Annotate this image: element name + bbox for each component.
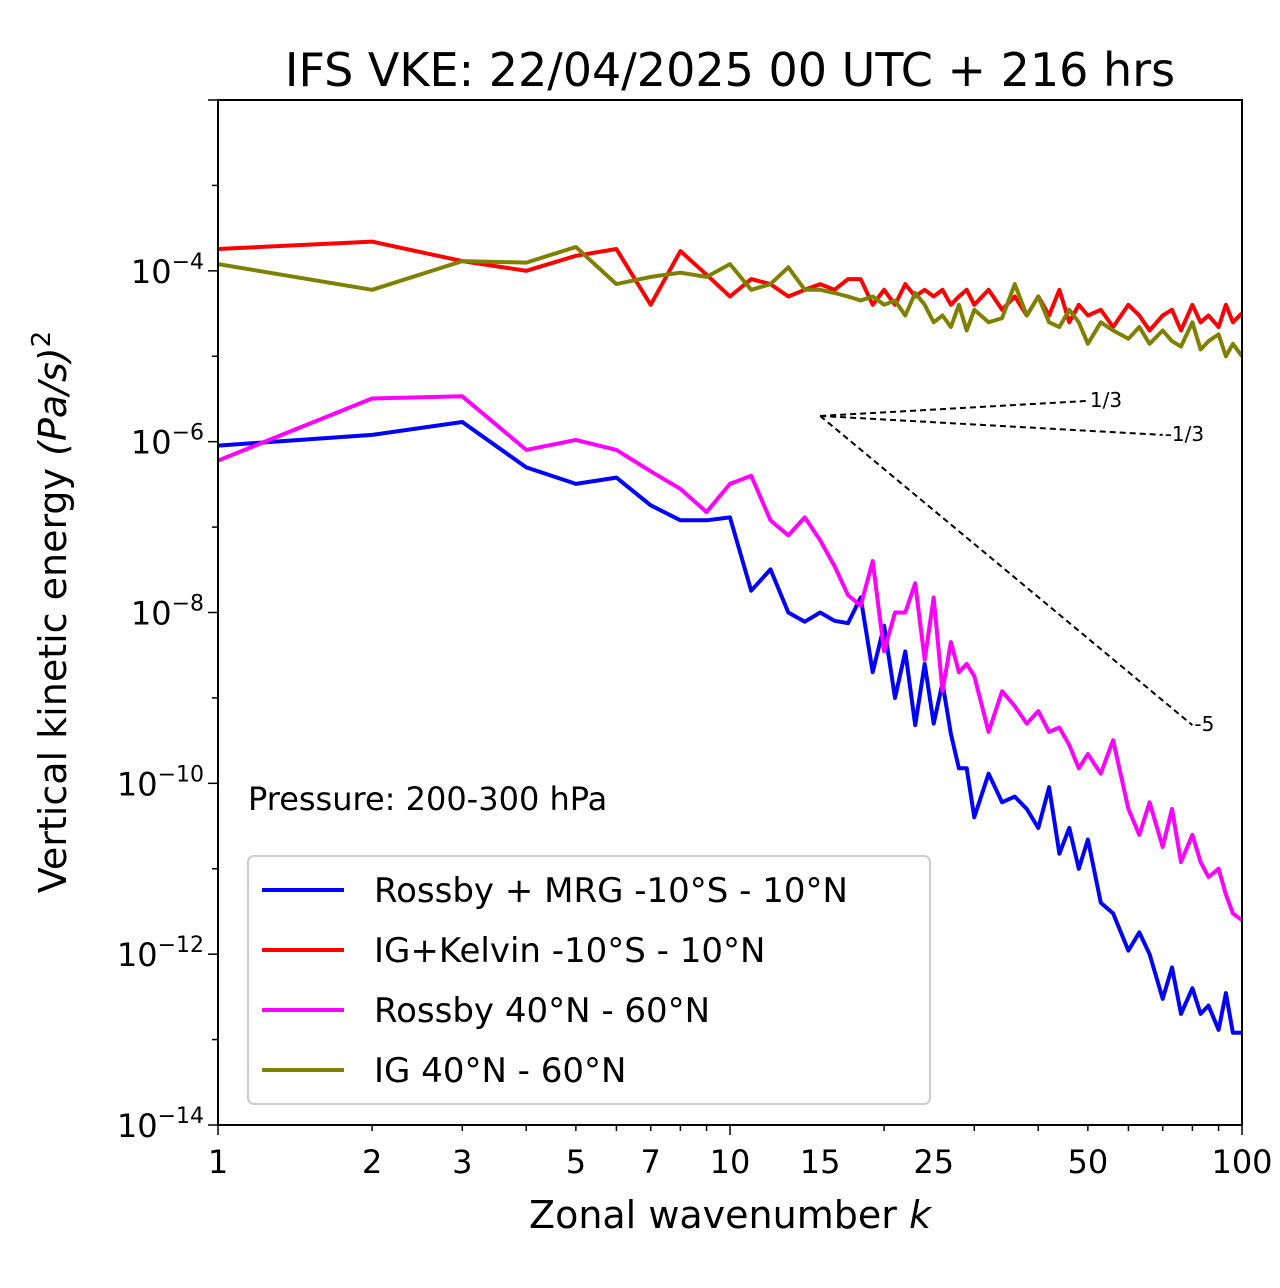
slope-label: 1/3 bbox=[1090, 388, 1122, 412]
y-tick-label: 10−4 bbox=[131, 250, 204, 291]
y-tick-label: 10−8 bbox=[131, 592, 204, 633]
slope-line bbox=[819, 415, 1194, 726]
legend-label: IG 40°N - 60°N bbox=[374, 1051, 626, 1091]
series-line bbox=[218, 420, 1242, 1035]
slope-label: -5 bbox=[1194, 712, 1214, 736]
x-axis-label: Zonal wavenumber k bbox=[529, 1193, 933, 1237]
pressure-annotation: Pressure: 200-300 hPa bbox=[248, 780, 607, 818]
plot-area: 1/3 -1/3 -5 bbox=[217, 99, 1243, 1126]
x-tick-label: 50 bbox=[1068, 1143, 1109, 1181]
series-line bbox=[218, 239, 1242, 333]
x-tick-label: 7 bbox=[641, 1143, 661, 1181]
y-tick-label: 10−10 bbox=[117, 762, 204, 803]
x-tick-label: 1 bbox=[208, 1143, 228, 1181]
x-tick-label: 5 bbox=[566, 1143, 586, 1181]
y-tick-label: 10−14 bbox=[117, 1104, 204, 1145]
x-tick-label: 10 bbox=[710, 1143, 751, 1181]
y-tick-label: 10−6 bbox=[131, 421, 204, 462]
reference-slopes: 1/3 -1/3 -5 bbox=[819, 388, 1214, 736]
slope-label: -1/3 bbox=[1165, 422, 1204, 446]
legend-label: Rossby 40°N - 60°N bbox=[374, 991, 710, 1031]
legend-frame bbox=[247, 855, 931, 1105]
legend-label: IG+Kelvin -10°S - 10°N bbox=[374, 931, 765, 971]
x-axis: 1 2 3 5 7 10 15 25 50 100 bbox=[208, 1125, 1273, 1181]
x-tick-label: 100 bbox=[1211, 1143, 1272, 1181]
x-tick-label: 2 bbox=[362, 1143, 382, 1181]
y-axis-label: Vertical kinetic energy (Pa/s)2 bbox=[27, 331, 75, 893]
y-axis: 10−4 10−6 10−8 10−10 10−12 10−14 bbox=[117, 99, 218, 1145]
x-tick-label: 25 bbox=[913, 1143, 954, 1181]
slope-line bbox=[820, 414, 1163, 436]
series-line bbox=[218, 245, 1242, 359]
y-tick-label: 10−12 bbox=[117, 933, 204, 974]
series-line bbox=[218, 394, 1242, 922]
series-lines bbox=[218, 239, 1242, 1035]
slope-line bbox=[820, 399, 1088, 417]
legend: Rossby + MRG -10°S - 10°N IG+Kelvin -10°S… bbox=[247, 855, 931, 1105]
chart-title: IFS VKE: 22/04/2025 00 UTC + 216 hrs bbox=[285, 43, 1175, 97]
x-tick-label: 15 bbox=[800, 1143, 841, 1181]
legend-label: Rossby + MRG -10°S - 10°N bbox=[374, 871, 848, 911]
x-tick-label: 3 bbox=[452, 1143, 472, 1181]
